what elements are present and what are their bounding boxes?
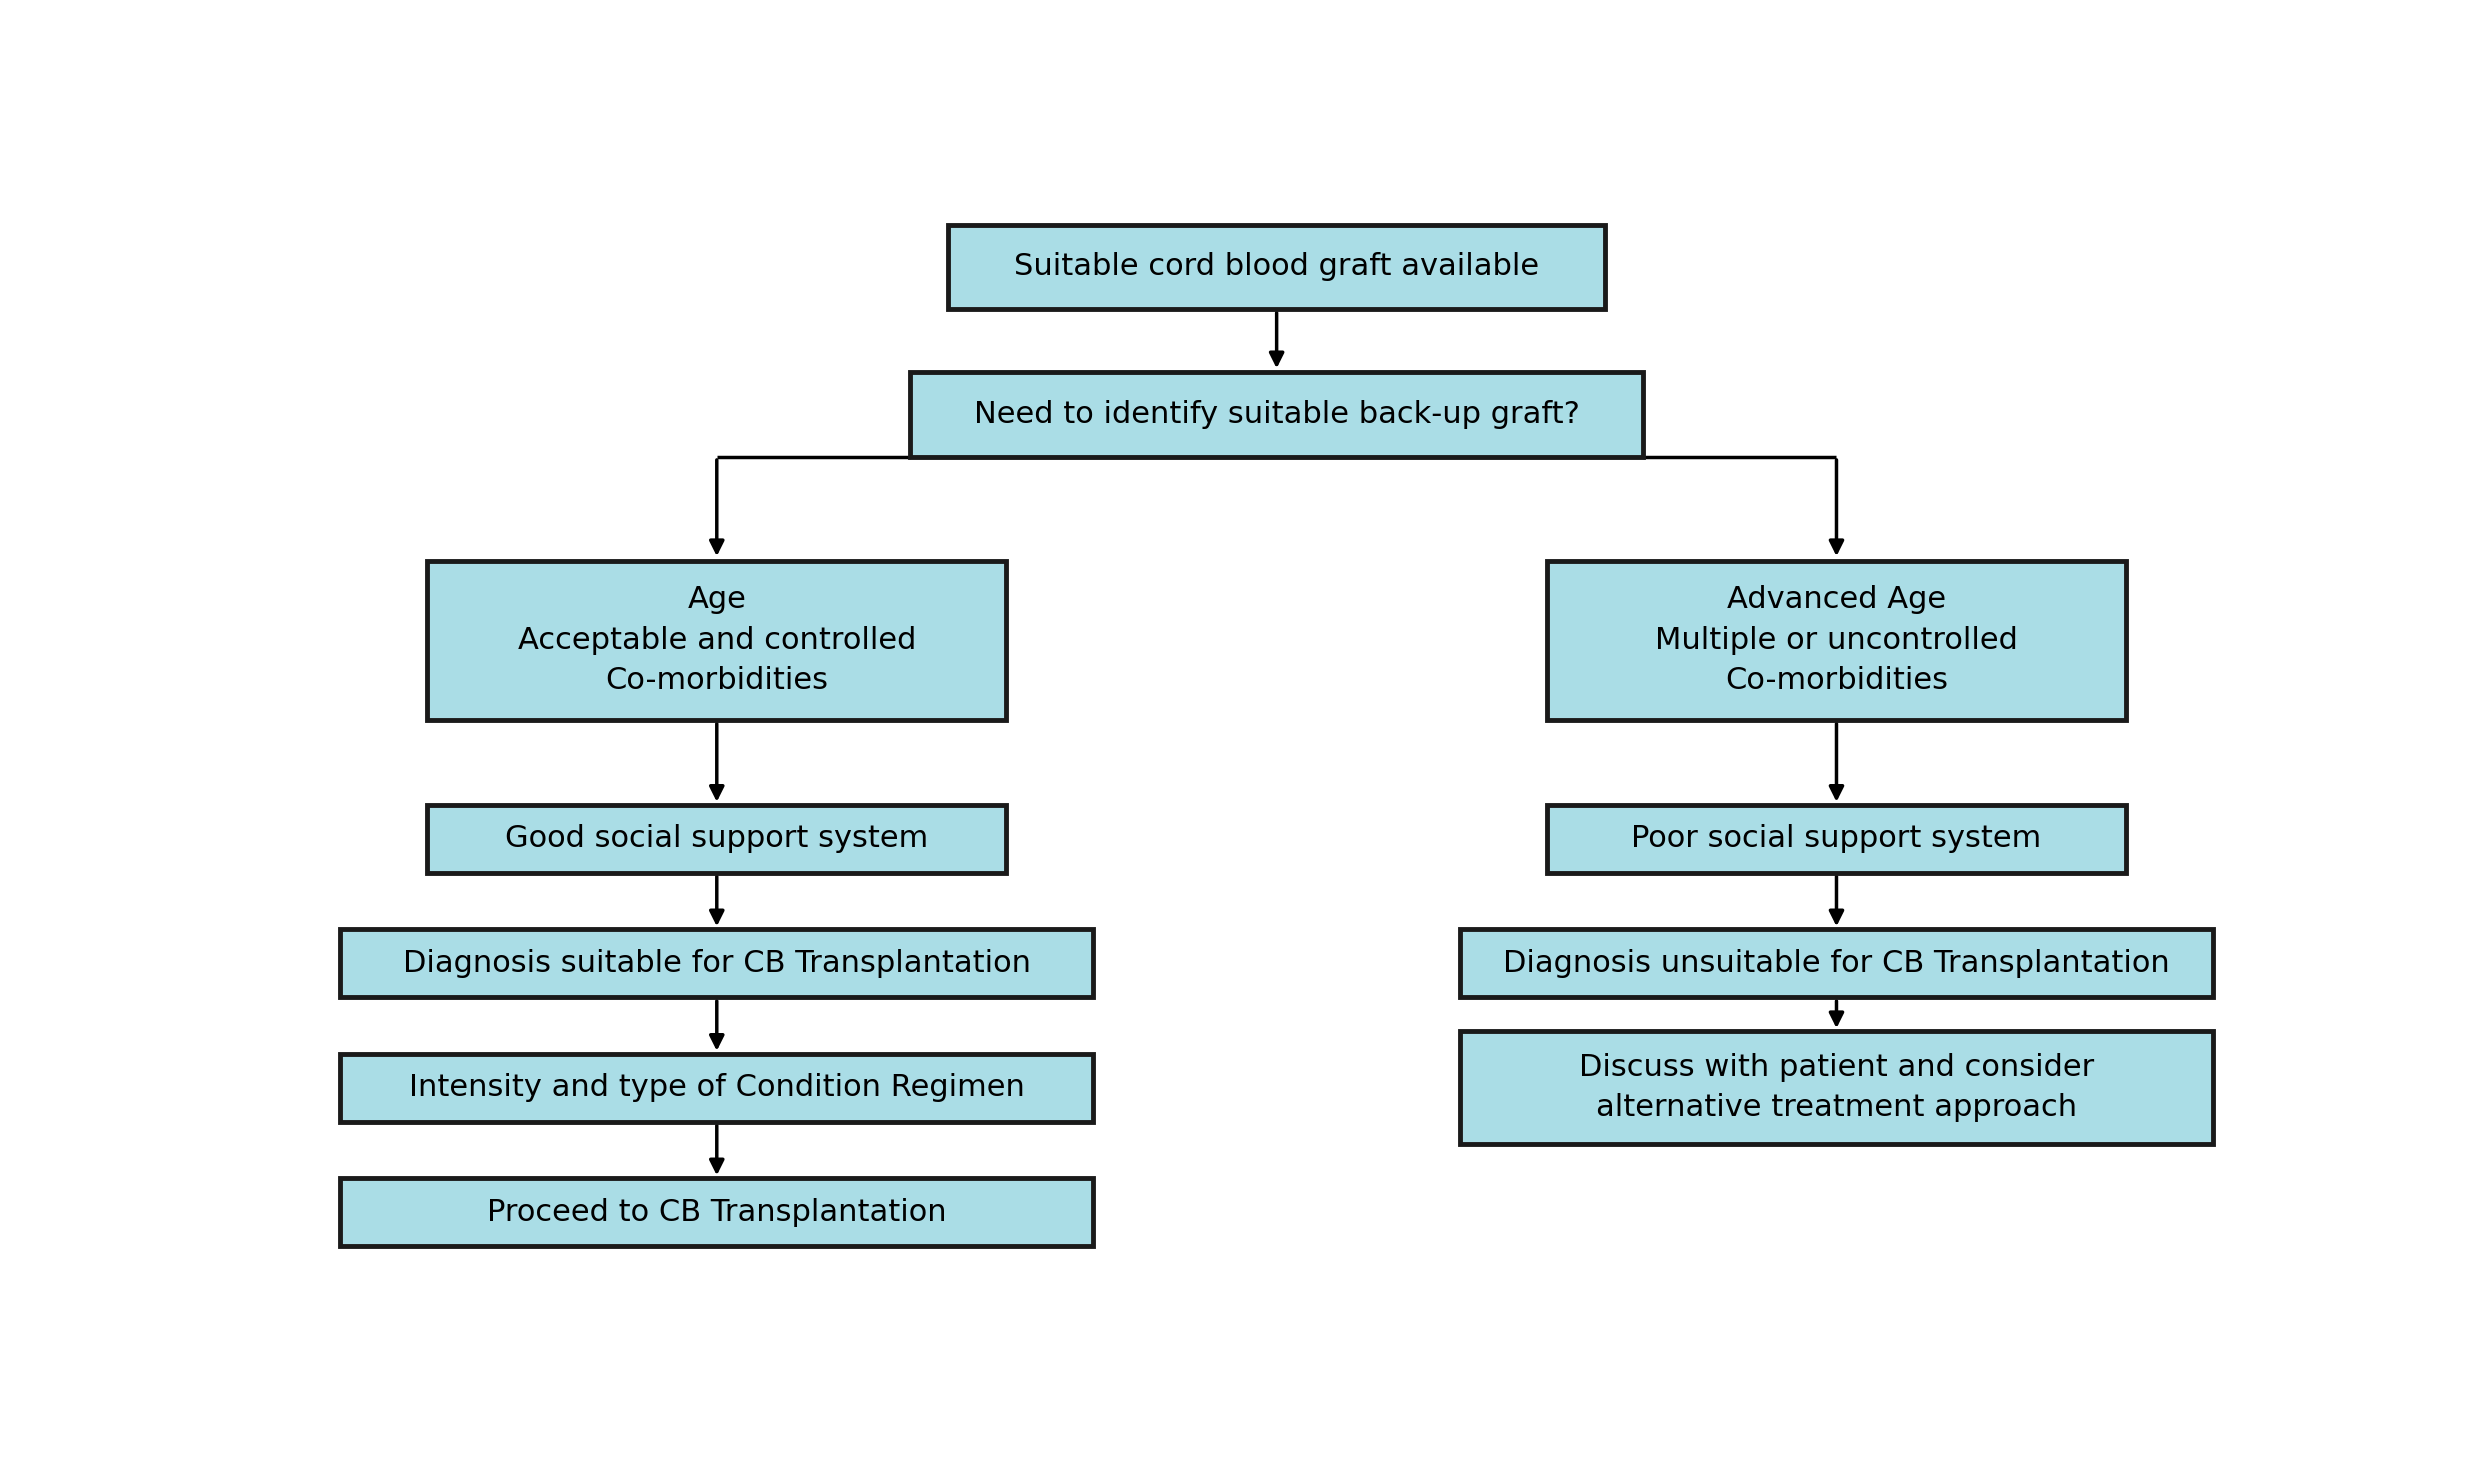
Text: Age
Acceptable and controlled
Co-morbidities: Age Acceptable and controlled Co-morbidi…	[518, 585, 917, 695]
Text: Good social support system: Good social support system	[506, 825, 929, 853]
Text: Need to identify suitable back-up graft?: Need to identify suitable back-up graft?	[974, 400, 1579, 429]
FancyBboxPatch shape	[1547, 804, 2127, 873]
FancyBboxPatch shape	[341, 1054, 1094, 1122]
Text: Suitable cord blood graft available: Suitable cord blood graft available	[1014, 253, 1539, 281]
Text: Diagnosis unsuitable for CB Transplantation: Diagnosis unsuitable for CB Transplantat…	[1502, 948, 2170, 978]
FancyBboxPatch shape	[1460, 929, 2212, 997]
FancyBboxPatch shape	[909, 372, 1644, 457]
FancyBboxPatch shape	[341, 929, 1094, 997]
FancyBboxPatch shape	[1460, 1030, 2212, 1144]
FancyBboxPatch shape	[949, 225, 1604, 309]
Text: Poor social support system: Poor social support system	[1632, 825, 2043, 853]
FancyBboxPatch shape	[1547, 562, 2127, 720]
FancyBboxPatch shape	[428, 804, 1006, 873]
Text: Discuss with patient and consider
alternative treatment approach: Discuss with patient and consider altern…	[1579, 1053, 2095, 1122]
Text: Advanced Age
Multiple or uncontrolled
Co-morbidities: Advanced Age Multiple or uncontrolled Co…	[1654, 585, 2018, 695]
Text: Diagnosis suitable for CB Transplantation: Diagnosis suitable for CB Transplantatio…	[404, 948, 1031, 978]
Text: Proceed to CB Transplantation: Proceed to CB Transplantation	[486, 1198, 947, 1226]
FancyBboxPatch shape	[341, 1177, 1094, 1247]
Text: Intensity and type of Condition Regimen: Intensity and type of Condition Regimen	[409, 1073, 1024, 1102]
FancyBboxPatch shape	[428, 562, 1006, 720]
